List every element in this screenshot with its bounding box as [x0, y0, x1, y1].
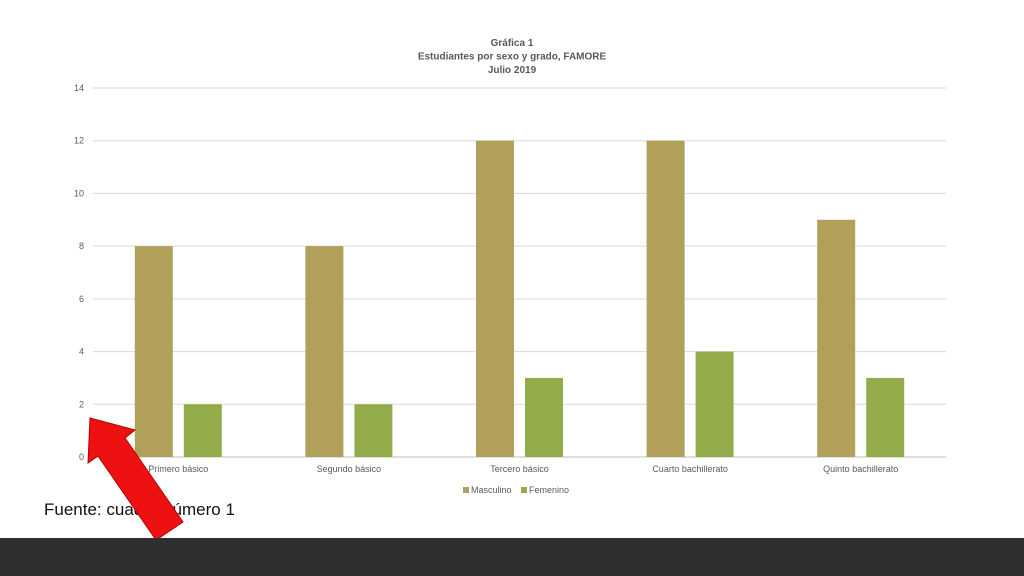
bar-femenino [354, 404, 393, 457]
x-category-label: Quinto bachillerato [823, 464, 898, 474]
y-tick-label: 0 [79, 452, 84, 462]
y-tick-label: 10 [74, 188, 84, 198]
legend-swatch [463, 487, 469, 493]
red-arrow-shape [87, 417, 184, 541]
chart-bars [134, 140, 905, 457]
y-tick-label: 4 [79, 347, 84, 357]
bar-masculino [646, 140, 685, 457]
y-tick-label: 14 [74, 83, 84, 93]
bar-femenino [525, 377, 563, 457]
x-category-label: Cuarto bachillerato [652, 464, 728, 474]
footer-bar [0, 538, 1024, 576]
bar-masculino [817, 219, 856, 457]
y-tick-label: 12 [74, 136, 84, 146]
x-category-label: Primero básico [148, 464, 208, 474]
x-category-label: Segundo básico [317, 464, 382, 474]
bar-femenino [866, 377, 905, 457]
bar-femenino [695, 351, 734, 457]
y-tick-label: 6 [79, 294, 84, 304]
x-category-label: Tercero básico [490, 464, 549, 474]
bar-masculino [134, 246, 173, 457]
y-axis: 0 2 4 6 8 10 12 14 [74, 83, 84, 462]
y-tick-label: 8 [79, 241, 84, 251]
bar-masculino [305, 246, 344, 457]
bar-masculino [476, 140, 514, 457]
y-tick-label: 2 [79, 399, 84, 409]
bar-femenino [183, 404, 222, 457]
chart-legend: Masculino Femenino [463, 485, 569, 495]
chart-title: Gráfica 1 Estudiantes por sexo y grado, F… [418, 38, 607, 76]
x-axis: Primero básico Segundo básico Tercero bási… [148, 464, 898, 474]
chart-title-line: Gráfica 1 [491, 38, 534, 49]
chart-gridlines [93, 87, 946, 458]
chart-title-line: Estudiantes por sexo y grado, FAMORE [418, 52, 607, 63]
legend-label: Masculino [471, 485, 512, 495]
chart-title-line: Julio 2019 [488, 65, 537, 76]
legend-swatch [521, 487, 527, 493]
legend-label: Femenino [529, 485, 569, 495]
